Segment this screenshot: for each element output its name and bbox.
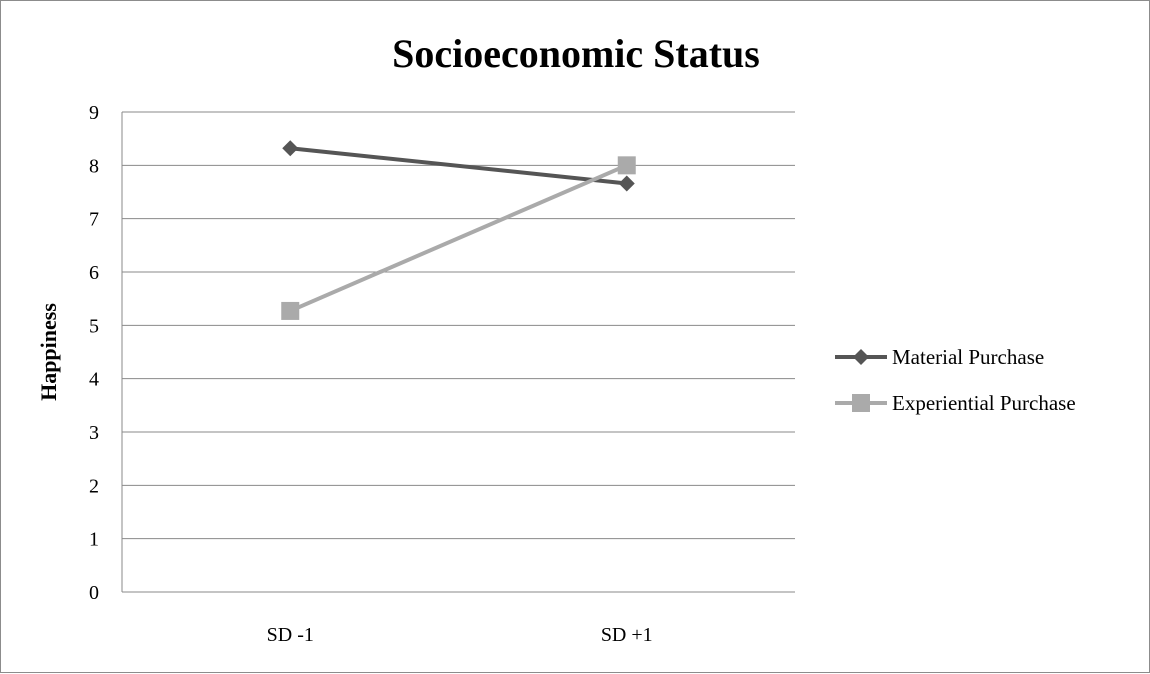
data-point xyxy=(281,301,300,320)
y-tick-label: 9 xyxy=(89,102,99,124)
y-tick-label: 5 xyxy=(89,315,99,337)
data-point xyxy=(617,156,636,175)
series-line xyxy=(290,146,627,186)
y-tick-label: 3 xyxy=(89,422,99,444)
legend-entry: Material Purchase xyxy=(835,345,1044,369)
series-markers xyxy=(282,140,635,192)
series xyxy=(290,146,627,186)
y-tick-label: 7 xyxy=(89,209,99,231)
legend-label: Experiential Purchase xyxy=(892,391,1076,415)
data-point xyxy=(852,394,870,412)
series-line xyxy=(289,163,628,313)
y-tick-label: 6 xyxy=(89,262,99,284)
y-tick-label: 2 xyxy=(89,475,99,497)
y-tick-label: 0 xyxy=(89,582,99,604)
data-point xyxy=(853,349,869,365)
x-axis-ticks: SD -1 SD +1 xyxy=(267,624,653,646)
y-tick-label: 4 xyxy=(89,369,99,391)
series-markers xyxy=(281,156,636,320)
chart-title: Socioeconomic Status xyxy=(392,31,760,76)
series xyxy=(289,163,628,313)
data-point xyxy=(282,140,299,157)
y-tick-label: 1 xyxy=(89,529,99,551)
legend-label: Material Purchase xyxy=(892,345,1044,369)
series-lines xyxy=(281,140,636,320)
grid-lines xyxy=(121,111,795,593)
y-axis-label: Happiness xyxy=(36,303,61,401)
x-tick-label: SD +1 xyxy=(601,624,653,646)
y-tick-label: 8 xyxy=(89,155,99,177)
legend: Material Purchase Experiential Purchase xyxy=(835,345,1076,415)
data-point xyxy=(618,175,635,192)
x-tick-label: SD -1 xyxy=(267,624,314,646)
y-axis-ticks: 0 1 2 3 4 5 6 7 8 9 xyxy=(89,102,99,604)
legend-entry: Experiential Purchase xyxy=(835,391,1076,415)
